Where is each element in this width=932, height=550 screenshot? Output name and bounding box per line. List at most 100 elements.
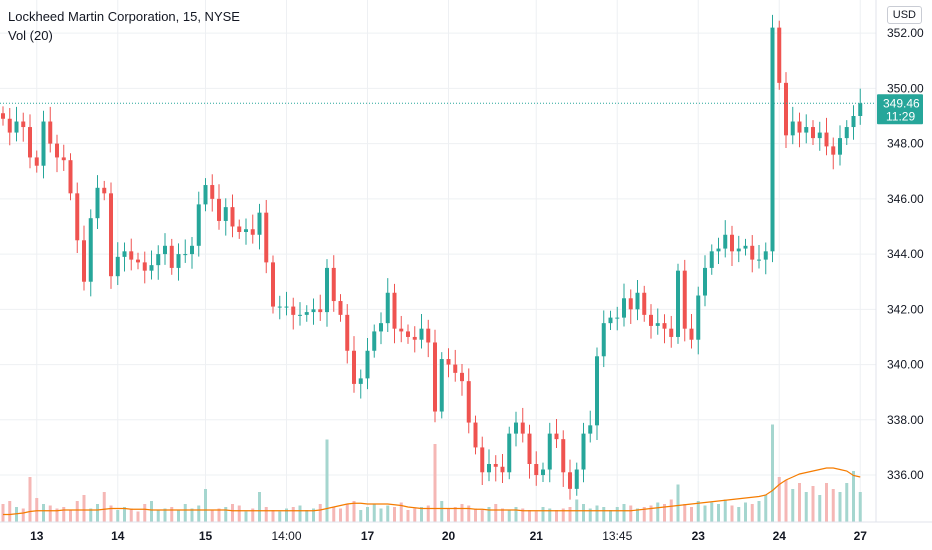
candle-body (28, 127, 32, 158)
candle-body (622, 298, 626, 318)
x-tick-label: 24 (773, 529, 787, 543)
time-axis[interactable]: 13 14 15 14:00 17 20 21 13:45 23 24 27 (30, 529, 867, 543)
volume-bar (116, 510, 120, 522)
candle-body (183, 254, 188, 256)
volume-bar (582, 504, 585, 522)
volume-bar (669, 499, 673, 522)
volume-bar (237, 505, 241, 522)
x-tick-label: 14:00 (271, 529, 301, 543)
volume-bar (858, 492, 862, 522)
volume-bar (312, 508, 315, 522)
y-tick-label: 352.00 (887, 26, 924, 40)
candle-body (122, 251, 127, 257)
candle-body (777, 27, 782, 83)
volume-bar (305, 510, 309, 522)
volume-bar (595, 505, 599, 522)
candle-body (68, 160, 73, 194)
candle-body (196, 204, 201, 246)
price-axis[interactable]: 336.00 338.00 340.00 342.00 344.00 346.00 348.… (887, 26, 924, 482)
volume-bar (487, 507, 491, 522)
candle-body (514, 422, 518, 434)
volume-bar (406, 510, 410, 522)
volume-bar (136, 511, 140, 522)
candle-body (250, 229, 255, 235)
candle-body (811, 127, 815, 139)
volume-bar (345, 504, 349, 522)
candle-body (703, 267, 707, 296)
volume-bar (48, 505, 52, 522)
candle-body (88, 218, 93, 282)
last-price-value: 349.46 (883, 96, 920, 110)
candle-body (574, 469, 579, 489)
candle-body (655, 323, 660, 326)
y-tick-label: 348.00 (887, 137, 924, 151)
candle-body (649, 314, 653, 326)
volume-bar (190, 508, 194, 522)
candle-body (237, 226, 242, 232)
y-tick-label: 340.00 (887, 358, 924, 372)
y-tick-label: 336.00 (887, 468, 924, 482)
candle-body (473, 422, 478, 448)
volume-bar (629, 505, 633, 522)
candle-body (561, 439, 566, 473)
candle-body (392, 292, 397, 329)
candle-body (608, 317, 613, 324)
candle-body (493, 464, 498, 467)
volume-bar (852, 471, 855, 522)
y-tick-label: 338.00 (887, 413, 924, 427)
volume-bar (474, 508, 477, 522)
volume-bar (129, 508, 133, 522)
candle-body (325, 267, 329, 313)
volume-bar (676, 484, 680, 522)
volume-bar (501, 508, 504, 522)
volume-bar (393, 507, 396, 522)
candle-body (676, 270, 680, 337)
volume-bar (35, 498, 39, 522)
candle-body (277, 306, 282, 308)
candle-body (696, 295, 701, 340)
volume-bar (123, 507, 126, 522)
candle-body (82, 240, 86, 282)
x-tick-label: 23 (692, 529, 706, 543)
candle-body (190, 245, 194, 255)
volume-bar (764, 495, 768, 522)
candle-body (244, 229, 248, 232)
candle-body (109, 193, 113, 277)
candle-body (271, 262, 275, 307)
volume-bar (204, 489, 207, 522)
volume-bar (568, 507, 572, 522)
volume-bar (244, 511, 248, 522)
volume-bar (683, 504, 687, 522)
volume-bar (285, 508, 288, 522)
volume-bar (703, 505, 707, 522)
candle-body (709, 251, 714, 268)
candle-body (460, 372, 464, 382)
candle-body (136, 259, 140, 263)
volume-ma-line (3, 467, 861, 516)
volume-bar (494, 504, 498, 522)
candle-body (716, 248, 721, 252)
volume-bar (291, 507, 295, 522)
volume-bar (96, 504, 99, 522)
volume-legend[interactable]: Vol (20) (8, 28, 53, 43)
volume-bar (784, 480, 788, 522)
candle-body (689, 328, 694, 340)
volume-bar (521, 508, 525, 522)
candle-body (163, 245, 167, 255)
candle-body (433, 342, 437, 412)
x-tick-label: 13 (30, 529, 44, 543)
volume-bar (55, 508, 59, 522)
candle-body (817, 132, 822, 139)
currency-button[interactable]: USD (886, 6, 922, 24)
candle-body (34, 157, 39, 166)
x-tick-label: 27 (854, 529, 868, 543)
candle-body (318, 309, 323, 313)
candle-body (439, 359, 444, 412)
volume-bar (467, 505, 471, 522)
candle-body (372, 331, 377, 351)
candle-body (304, 312, 309, 315)
volume-bar (777, 477, 781, 522)
volume-bar (28, 477, 32, 522)
y-tick-label: 344.00 (887, 247, 924, 261)
